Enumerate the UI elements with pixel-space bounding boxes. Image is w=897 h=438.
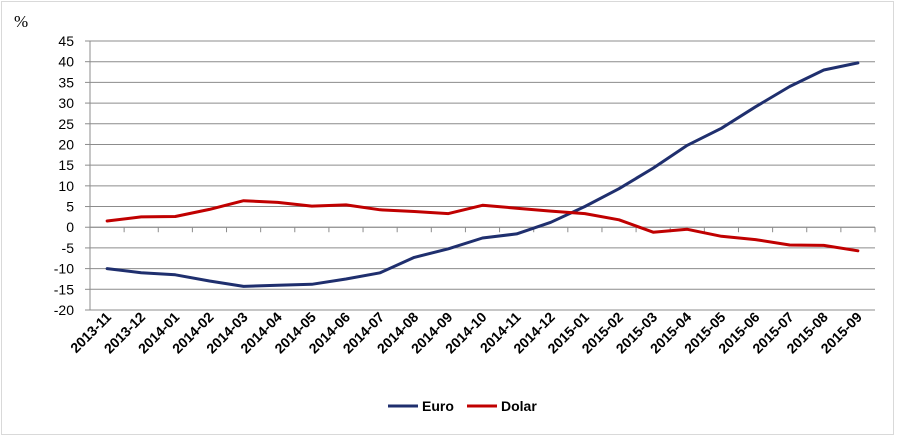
y-tick-label: 0 (66, 219, 74, 235)
legend-label-dolar: Dolar (501, 398, 537, 414)
series-line-dolar (105, 199, 860, 253)
legend-label-euro: Euro (422, 398, 454, 414)
y-tick-label: -5 (62, 240, 75, 256)
y-tick-label: 40 (58, 54, 74, 70)
y-tick-label: 25 (58, 116, 74, 132)
y-tick-label: 45 (58, 33, 74, 49)
gridlines (90, 40, 875, 311)
y-tick-label: 35 (58, 74, 74, 90)
y-axis-ticks: 45 40 35 30 25 20 15 10 5 0 -5 -10 -15 -20 (54, 33, 91, 318)
y-tick-label: 10 (58, 178, 74, 194)
series-lines (105, 61, 860, 288)
y-tick-label: 20 (58, 136, 74, 152)
series-line-euro (105, 61, 860, 288)
y-tick-label: 15 (58, 157, 74, 173)
x-axis-ticks: 2013-112013-122014-012014-022014-032014-… (67, 226, 876, 356)
y-unit-label: % (14, 12, 28, 31)
y-tick-label: -20 (54, 302, 74, 318)
y-tick-label: 5 (66, 199, 74, 215)
y-tick-label: 30 (58, 95, 74, 111)
legend: Euro Dolar (388, 398, 537, 414)
y-tick-label: -15 (54, 281, 74, 297)
y-tick-label: -10 (54, 261, 74, 277)
